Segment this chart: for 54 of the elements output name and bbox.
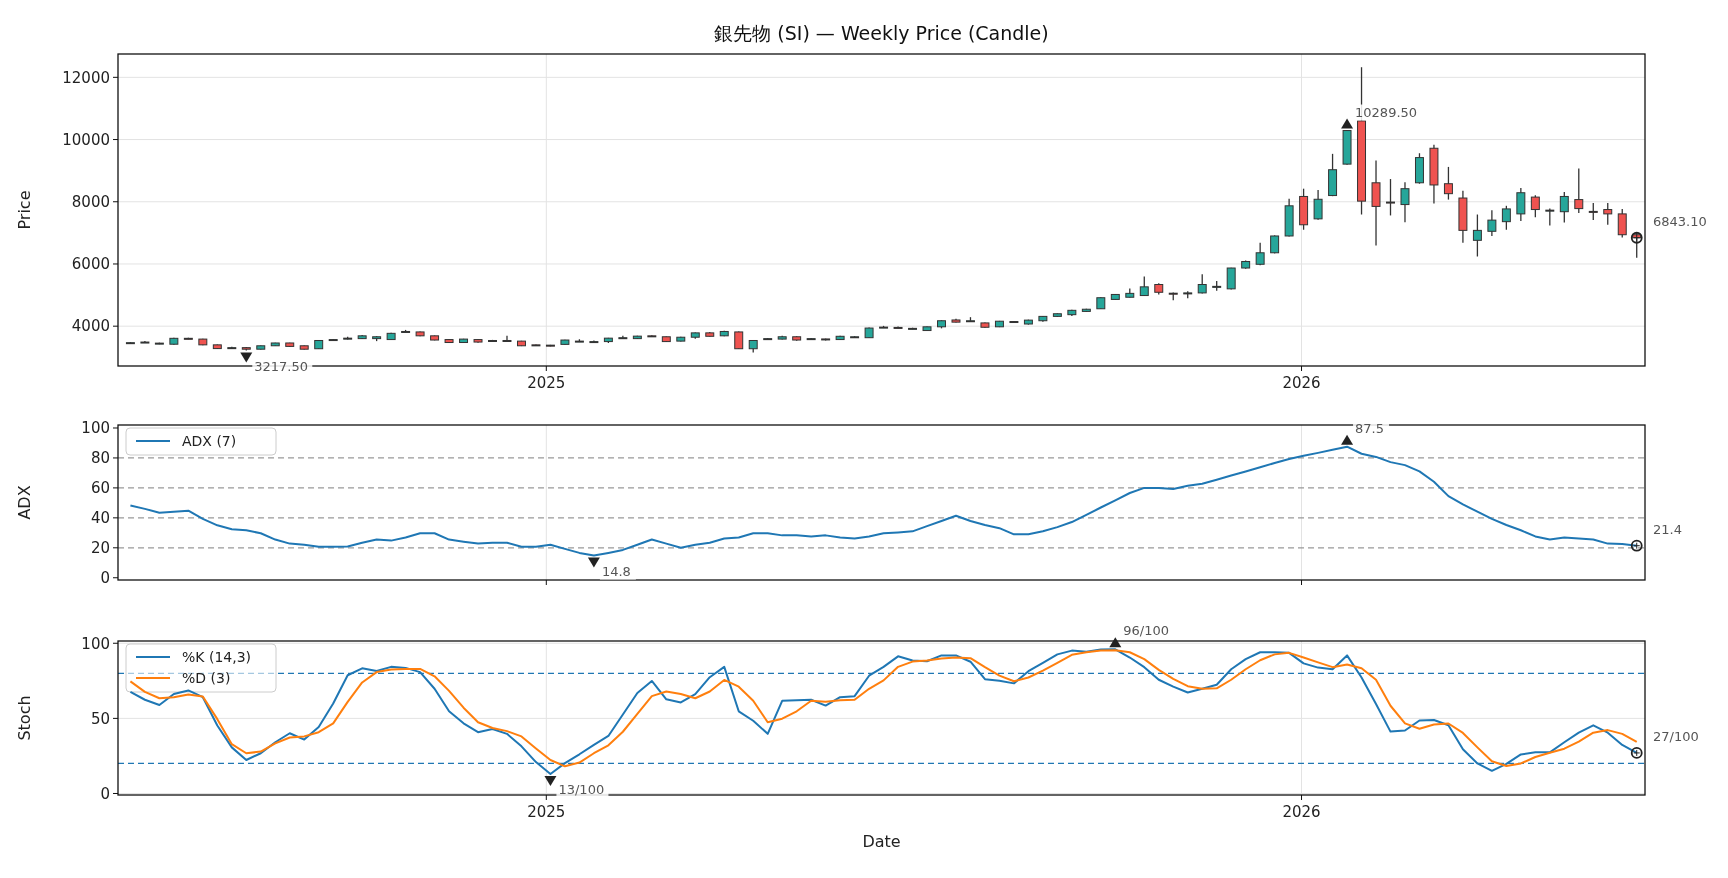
x-tick-label: 2026: [1282, 374, 1321, 392]
y-tick-label: 50: [90, 709, 110, 728]
annotation: 10289.50: [1355, 104, 1418, 120]
candlestick: [502, 335, 512, 342]
candlestick: [1400, 181, 1410, 223]
candlestick: [1574, 167, 1584, 214]
candlestick: [1501, 205, 1511, 231]
candlestick: [1386, 178, 1395, 217]
candlestick: [1371, 159, 1381, 247]
annotation: 13/100: [558, 781, 605, 797]
y-tick-label: 6000: [71, 255, 110, 274]
legend-label: %K (14,3): [182, 648, 252, 665]
y-tick-label: 80: [90, 449, 110, 468]
x-tick-label: 2026: [1282, 803, 1321, 821]
y-tick-label: 12000: [62, 68, 110, 87]
candlestick: [1559, 191, 1569, 224]
annotation: 96/100: [1123, 623, 1170, 639]
candlestick: [893, 325, 903, 330]
annotation: 27/100: [1653, 728, 1699, 744]
annotation: 14.8: [601, 563, 631, 579]
annotation: 21.4: [1653, 521, 1682, 537]
y-tick-label: 20: [90, 539, 110, 558]
y-tick-label: 100: [81, 419, 110, 438]
candlestick: [1313, 189, 1323, 221]
y-tick-label: 100: [81, 634, 110, 653]
y-tick-label: 10000: [62, 130, 110, 149]
annotation: 3217.50: [254, 358, 309, 374]
candlestick: [1530, 194, 1540, 218]
x-tick-label: 2025: [527, 374, 566, 392]
y-axis-title: ADX: [15, 485, 34, 520]
x-axis-title: Date: [862, 832, 901, 851]
annotation: 6843.10: [1653, 213, 1707, 229]
candlestick: [589, 339, 599, 344]
chart-title: 銀先物 (SI) — Weekly Price (Candle): [714, 22, 1049, 44]
y-axis-title: Price: [15, 190, 34, 230]
legend-label: %D (3): [182, 669, 231, 686]
legend-label: ADX (7): [182, 432, 237, 449]
annotation: 87.5: [1355, 420, 1384, 436]
candlestick: [1197, 273, 1207, 295]
y-tick-label: 8000: [71, 193, 110, 212]
candlestick: [1443, 166, 1453, 201]
y-tick-label: 40: [90, 509, 110, 528]
candlestick: [1226, 267, 1236, 291]
y-tick-label: 0: [100, 784, 110, 803]
candlestick: [1472, 213, 1482, 258]
y-tick-label: 4000: [71, 317, 110, 336]
candlestick: [1487, 209, 1497, 237]
y-tick-label: 0: [100, 569, 110, 587]
y-axis-title: Stoch: [15, 695, 34, 741]
candlestick: [1516, 187, 1526, 222]
candlestick: [1617, 208, 1627, 239]
candlestick: [1603, 202, 1613, 226]
y-tick-label: 60: [90, 479, 110, 498]
x-tick-label: 2025: [527, 803, 566, 821]
